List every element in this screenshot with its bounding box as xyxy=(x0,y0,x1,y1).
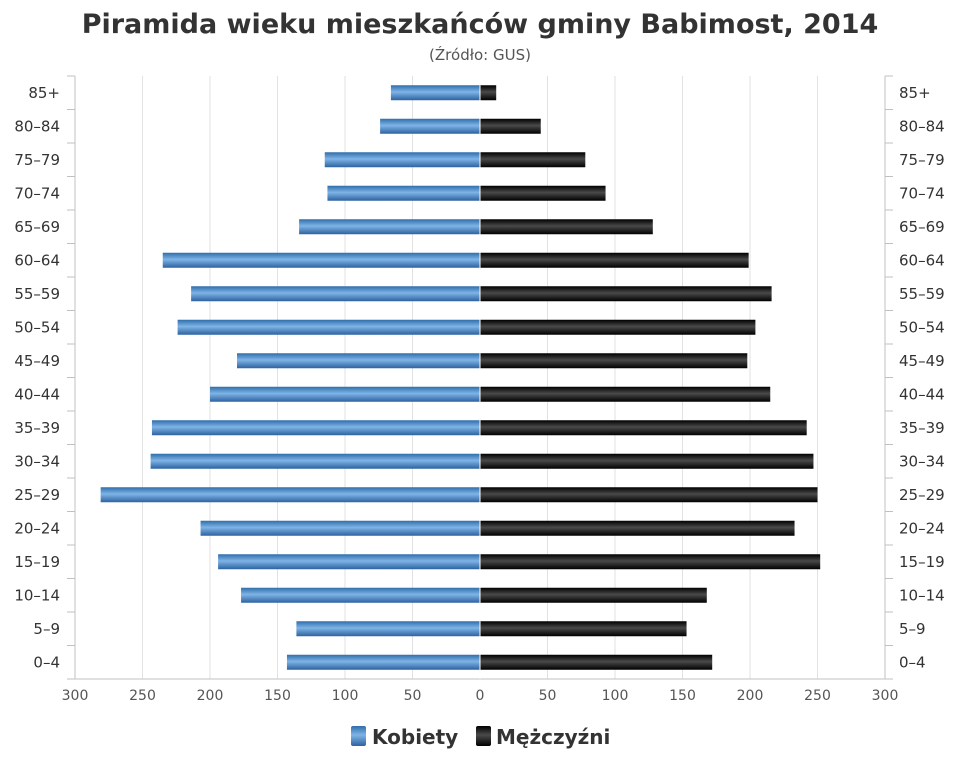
category-label-right: 75–79 xyxy=(899,151,945,169)
category-label-right: 25–29 xyxy=(899,486,945,504)
category-label-right: 35–39 xyxy=(899,419,945,437)
category-label-left: 70–74 xyxy=(14,184,60,202)
category-label-left: 75–79 xyxy=(14,151,60,169)
bar-mezczyzni xyxy=(480,487,818,503)
x-tick-label: 100 xyxy=(332,688,359,704)
category-label-right: 45–49 xyxy=(899,352,945,370)
category-label-right: 55–59 xyxy=(899,285,945,303)
bar-kobiety xyxy=(162,252,480,268)
category-label-left: 55–59 xyxy=(14,285,60,303)
category-label-right: 85+ xyxy=(899,84,931,102)
legend-swatch-mezczyzni xyxy=(476,726,491,746)
category-labels-right: 85+ 80–84 75–79 70–74 65–69 60–64 55–59 50–54 45… xyxy=(899,84,945,672)
bar-mezczyzni xyxy=(480,386,771,402)
category-label-left: 15–19 xyxy=(14,553,60,571)
bar-kobiety xyxy=(100,487,481,503)
bar-kobiety xyxy=(241,587,480,603)
x-tick-label: 250 xyxy=(804,688,831,704)
category-label-left: 5–9 xyxy=(33,620,60,638)
x-tick-label: 200 xyxy=(197,688,224,704)
x-tick-label: 200 xyxy=(737,688,764,704)
category-label-right: 10–14 xyxy=(899,586,945,604)
bar-mezczyzni xyxy=(480,621,687,637)
category-label-left: 65–69 xyxy=(14,218,60,236)
category-label-right: 15–19 xyxy=(899,553,945,571)
category-label-left: 50–54 xyxy=(14,318,60,336)
bar-mezczyzni xyxy=(480,520,795,536)
bar-kobiety xyxy=(200,520,481,536)
category-label-left: 45–49 xyxy=(14,352,60,370)
bar-kobiety xyxy=(324,152,480,168)
x-tick-label: 150 xyxy=(264,688,291,704)
category-label-right: 80–84 xyxy=(899,117,945,135)
bar-mezczyzni xyxy=(480,587,707,603)
bar-mezczyzni xyxy=(480,286,772,302)
category-label-left: 20–24 xyxy=(14,519,60,537)
chart-title: Piramida wieku mieszkańców gminy Babimos… xyxy=(82,9,879,40)
bar-mezczyzni xyxy=(480,118,541,134)
x-tick-label: 100 xyxy=(602,688,629,704)
x-tick-label: 250 xyxy=(129,688,156,704)
bar-mezczyzni xyxy=(480,654,713,670)
category-label-left: 25–29 xyxy=(14,486,60,504)
bar-mezczyzni xyxy=(480,554,821,570)
legend: Kobiety Mężczyźni xyxy=(351,725,610,749)
bar-kobiety xyxy=(177,319,480,335)
x-tick-label: 50 xyxy=(404,688,422,704)
bar-kobiety xyxy=(151,420,480,436)
bar-mezczyzni xyxy=(480,420,807,436)
category-label-left: 80–84 xyxy=(14,117,60,135)
bar-mezczyzni xyxy=(480,152,586,168)
category-label-left: 30–34 xyxy=(14,452,60,470)
category-label-left: 0–4 xyxy=(33,653,60,671)
bar-kobiety xyxy=(286,654,480,670)
bar-mezczyzni xyxy=(480,319,756,335)
bar-kobiety xyxy=(237,353,480,369)
x-tick-label: 0 xyxy=(476,688,485,704)
bar-mezczyzni xyxy=(480,219,653,235)
bar-mezczyzni xyxy=(480,252,749,268)
legend-swatch-kobiety xyxy=(351,726,366,746)
category-labels-left: 85+ 80–84 75–79 70–74 65–69 60–64 55–59 50–54 45… xyxy=(14,84,60,672)
bar-mezczyzni xyxy=(480,353,748,369)
bar-kobiety xyxy=(218,554,480,570)
bar-kobiety xyxy=(390,85,480,101)
category-label-left: 40–44 xyxy=(14,385,60,403)
category-label-left: 85+ xyxy=(28,84,60,102)
x-tick-label: 300 xyxy=(872,688,899,704)
bar-kobiety xyxy=(150,453,480,469)
category-label-right: 60–64 xyxy=(899,251,945,269)
legend-label-mezczyzni: Mężczyźni xyxy=(496,725,610,749)
bar-kobiety xyxy=(296,621,480,637)
bar-kobiety xyxy=(299,219,480,235)
chart-subtitle: (Źródło: GUS) xyxy=(429,45,531,64)
x-tick-label: 50 xyxy=(539,688,557,704)
category-label-right: 65–69 xyxy=(899,218,945,236)
bar-mezczyzni xyxy=(480,185,606,201)
bar-mezczyzni xyxy=(480,453,814,469)
category-label-left: 35–39 xyxy=(14,419,60,437)
bar-kobiety xyxy=(210,386,480,402)
x-tick-labels: 300 250 200 150 100 50 0 50 100 150 200 250 300 xyxy=(62,688,899,704)
bar-kobiety xyxy=(191,286,480,302)
bar-kobiety xyxy=(380,118,480,134)
category-label-right: 30–34 xyxy=(899,452,945,470)
category-label-right: 20–24 xyxy=(899,519,945,537)
category-label-right: 5–9 xyxy=(899,620,926,638)
bar-kobiety xyxy=(327,185,480,201)
x-tick-label: 300 xyxy=(62,688,89,704)
category-label-right: 0–4 xyxy=(899,653,926,671)
bar-mezczyzni xyxy=(480,85,497,101)
category-label-left: 10–14 xyxy=(14,586,60,604)
category-label-right: 40–44 xyxy=(899,385,945,403)
category-label-right: 50–54 xyxy=(899,318,945,336)
bars xyxy=(100,76,821,679)
category-label-right: 70–74 xyxy=(899,184,945,202)
legend-label-kobiety: Kobiety xyxy=(372,725,458,749)
x-tick-label: 150 xyxy=(669,688,696,704)
category-label-left: 60–64 xyxy=(14,251,60,269)
